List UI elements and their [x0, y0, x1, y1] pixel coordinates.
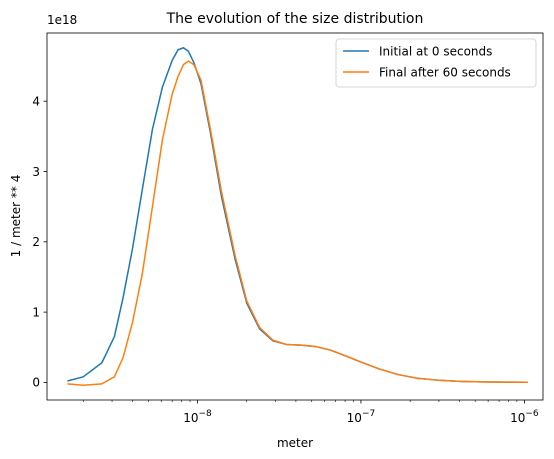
x-axis-label: meter	[277, 436, 313, 450]
plot-lines	[67, 47, 528, 386]
chart-title: The evolution of the size distribution	[166, 11, 424, 27]
x-tick-exponent: −7	[362, 409, 375, 419]
x-tick-exponent: −6	[525, 409, 539, 419]
plot-frame	[46, 32, 544, 401]
x-tick-base: 10	[347, 411, 362, 425]
x-tick-base: 10	[510, 411, 525, 425]
y-tick-label: 4	[32, 94, 40, 108]
y-axis-label: 1 / meter ** 4	[9, 175, 23, 258]
x-tick-label: 10−7	[347, 409, 376, 425]
legend-label: Initial at 0 seconds	[379, 44, 492, 58]
x-tick-label: 10−8	[183, 409, 212, 425]
axes	[46, 32, 544, 401]
y-ticks: 0 1 2 3 4	[32, 94, 47, 390]
legend-box	[335, 38, 537, 88]
x-tick-base: 10	[183, 411, 198, 425]
y-offset-label: 1e18	[47, 13, 77, 27]
legend-label: Final after 60 seconds	[379, 65, 511, 79]
y-tick-label: 2	[32, 235, 40, 249]
series-line-1	[67, 47, 528, 384]
x-tick-exponent: −8	[198, 409, 212, 419]
x-tick-label: 10−6	[510, 409, 539, 425]
series-line-2	[67, 60, 528, 386]
x-ticks: 10−8 10−7 10−6	[82, 400, 539, 425]
y-tick-label: 0	[32, 376, 40, 390]
y-tick-label: 1	[32, 305, 40, 319]
legend: Initial at 0 seconds Final after 60 secon…	[335, 38, 537, 88]
y-tick-label: 3	[32, 165, 40, 179]
